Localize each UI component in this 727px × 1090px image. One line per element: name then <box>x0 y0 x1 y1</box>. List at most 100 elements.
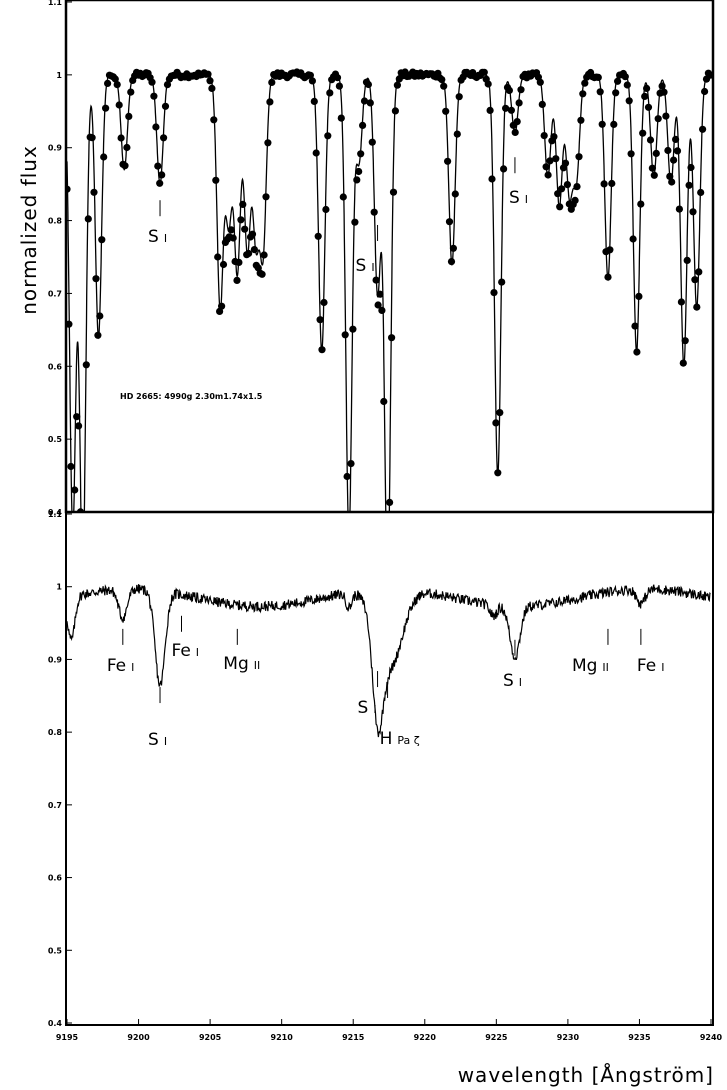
observed-flux-point <box>442 107 450 115</box>
bottom-plot-area <box>67 584 711 738</box>
top-y-axis: 0.4 0.5 0.6 0.7 0.8 0.9 1 1.1 <box>48 0 72 517</box>
top-y-tick-label: 0.4 <box>48 508 63 517</box>
observed-flux-point <box>498 278 506 286</box>
observed-flux-point <box>115 101 123 109</box>
top-y-tick-label: 0.8 <box>48 217 63 226</box>
observed-flux-point <box>366 99 374 107</box>
observed-flux-point <box>484 80 492 88</box>
x-tick-label: 9215 <box>342 1033 365 1042</box>
observed-flux-point <box>648 164 657 172</box>
observed-flux-point <box>98 236 106 244</box>
bottom-panel-frame <box>65 511 714 1026</box>
observed-flux-point <box>347 460 355 468</box>
observed-flux-point <box>515 99 523 107</box>
observed-flux-point <box>306 71 314 79</box>
observed-flux-point <box>449 244 457 252</box>
observed-flux-point <box>666 172 674 180</box>
line-id-label: Mg II <box>223 654 260 674</box>
observed-flux-point <box>388 334 396 342</box>
observed-flux-point <box>490 289 498 297</box>
observed-flux-point <box>314 232 322 240</box>
observed-flux-point <box>451 190 459 198</box>
observed-flux-point <box>542 163 550 171</box>
observed-flux-point <box>79 573 86 580</box>
observed-flux-point <box>320 298 328 307</box>
line-id-label: Mg II <box>572 656 609 676</box>
observed-flux-point <box>687 163 695 172</box>
observed-flux-point <box>264 139 272 147</box>
observed-flux-point <box>573 183 581 191</box>
bottom-y-tick-label: 0.9 <box>48 655 63 664</box>
observed-flux-point <box>206 77 214 85</box>
observed-flux-point <box>351 218 359 226</box>
observed-flux-point <box>675 205 684 213</box>
observed-flux-point <box>571 196 579 204</box>
bottom-y-axis: 0.4 0.5 0.6 0.7 0.8 0.9 1 1.1 <box>48 510 72 1028</box>
observed-flux-point <box>69 528 76 535</box>
observed-flux-point <box>598 120 606 128</box>
observed-flux-point <box>691 276 699 284</box>
observed-flux-point <box>623 81 631 89</box>
observed-flux-point <box>706 71 712 79</box>
top-y-tick-label: 1 <box>56 71 62 80</box>
observed-flux-point <box>689 208 697 216</box>
observed-flux-point <box>127 88 135 96</box>
observed-flux-point <box>637 200 645 208</box>
observed-flux-point <box>308 77 316 85</box>
bottom-y-tick-label: 1.1 <box>48 510 63 519</box>
observed-flux-point <box>92 275 100 283</box>
top-plot-area <box>67 68 712 580</box>
observed-flux-point <box>391 107 399 115</box>
observed-flux-point <box>376 290 384 298</box>
bottom-y-tick-label: 0.4 <box>48 1019 63 1028</box>
observed-flux-point <box>517 86 525 94</box>
observed-flux-point <box>635 292 643 300</box>
observed-flux-point <box>227 226 235 234</box>
observed-flux-point <box>670 156 678 164</box>
bottom-y-tick-label: 0.5 <box>48 946 63 955</box>
line-id-label: Fe I <box>637 656 665 676</box>
top-y-tick-label: 0.6 <box>48 362 63 371</box>
observed-flux-point <box>697 188 705 197</box>
x-tick-label: 9200 <box>127 1033 150 1042</box>
observed-flux-point <box>312 149 320 157</box>
observed-flux-point <box>654 115 662 123</box>
observed-flux-point <box>629 235 637 243</box>
observed-flux-point <box>123 143 131 152</box>
observed-flux-point <box>102 104 110 112</box>
observed-flux-point <box>370 208 378 216</box>
observed-flux-point <box>160 134 168 142</box>
observed-flux-point <box>627 150 635 158</box>
observed-flux-point <box>374 301 382 309</box>
observed-flux-point <box>316 316 324 324</box>
observed-flux-point <box>561 159 570 167</box>
observed-flux-point <box>359 121 367 129</box>
observed-flux-point <box>163 81 172 89</box>
observed-flux-point <box>262 193 270 201</box>
observed-flux-point <box>668 178 676 186</box>
observed-flux-point <box>440 82 448 90</box>
observed-flux-point <box>113 81 121 89</box>
bottom-y-tick-label: 1 <box>56 583 62 592</box>
observed-flux-point <box>643 84 651 92</box>
observed-flux-point <box>237 216 245 224</box>
observed-flux-point <box>604 273 612 281</box>
observed-flux-point <box>546 157 554 165</box>
observed-flux-point <box>260 251 268 259</box>
observed-flux-point <box>594 73 602 81</box>
observed-flux-point <box>625 97 633 105</box>
observed-flux-point <box>355 167 363 176</box>
observed-flux-point <box>444 157 452 165</box>
observed-flux-point <box>544 171 552 179</box>
observed-flux-point <box>552 155 560 163</box>
observed-flux-point <box>672 135 680 143</box>
observed-flux-point <box>556 203 564 211</box>
reference-spectrum-line <box>67 584 711 738</box>
observed-flux-point <box>148 78 156 86</box>
bottom-line-identifications: Fe IFe IMg IIS IS IH Pa ζS IMg II Fe I <box>107 615 665 750</box>
observed-flux-point <box>438 76 446 84</box>
